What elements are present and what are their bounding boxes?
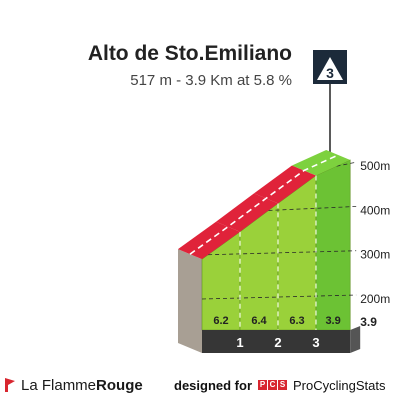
elevation-gridline [336,161,357,167]
elevation-gridline [268,206,357,211]
elevation-gridline [208,250,357,256]
pcs-letter-c: C [268,380,278,390]
elevation-tick-label: 300m [360,248,390,262]
profile-base-side [350,326,361,353]
elevation-tick-label: 200m [360,292,390,306]
road-center-line [189,154,339,255]
km-marker-label: 2 [274,335,281,350]
profile-segment [315,159,351,331]
elevation-tick-label: 400m [360,203,390,217]
pcs-logo: P C S [258,380,288,390]
road-surface-segment [254,165,316,204]
category-badge-triangle [317,57,343,80]
brand-name-part2: Rouge [96,376,143,394]
pcs-name: ProCyclingStats [293,377,386,393]
designed-for-text: designed for [174,377,253,393]
footer-brand: La Flamme Rouge [4,374,143,396]
segment-gradient-label: 6.3 [289,315,304,327]
summit-distance-label: 3.9 [360,315,377,329]
category-badge-number: 3 [326,65,334,81]
profile-left-wall [178,249,202,353]
flame-flag-icon [5,378,15,392]
elevation-tick-label: 500m [360,159,390,173]
climb-title: Alto de Sto.Emiliano [88,42,292,65]
segment-gradient-label: 6.2 [213,315,228,327]
profile-base-band [202,330,351,353]
segment-gradient-label: 6.4 [251,315,267,327]
pcs-letter-s: S [278,380,288,390]
elevation-gridline [201,294,357,300]
footer-credit: designed for P C S ProCyclingStats [174,374,386,396]
km-marker-label: 1 [236,335,243,350]
climb-subtitle: 517 m - 3.9 Km at 5.8 % [130,72,292,89]
brand-name-part1: La Flamme [21,376,97,394]
km-marker-label: 3 [312,335,319,350]
segment-gradient-label: 3.9 [325,315,340,327]
pcs-letter-p: P [258,380,268,390]
